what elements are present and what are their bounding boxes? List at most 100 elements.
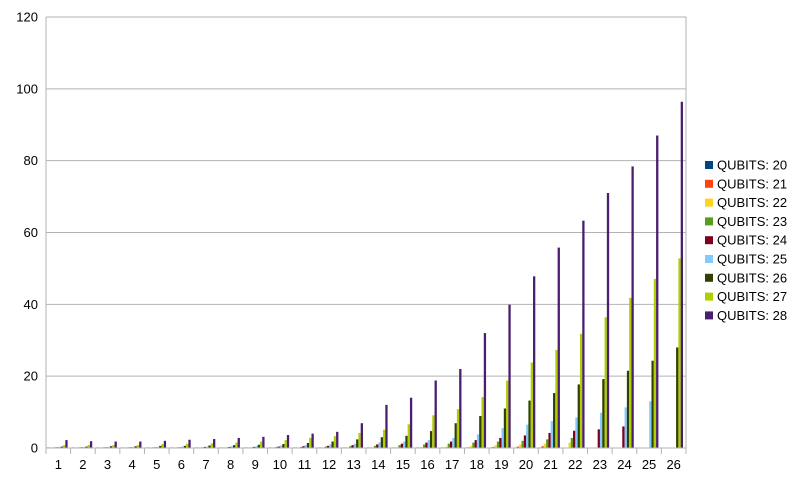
- y-axis-ticks: 0 20 40 60 80 100 120: [16, 10, 38, 456]
- bar-qubits-25-cat-19: [501, 428, 504, 448]
- bar-qubits-26-cat-2: [85, 446, 88, 448]
- bar-qubits-26-cat-18: [479, 416, 482, 448]
- x-tick-label: 6: [178, 457, 185, 472]
- bar-qubits-27-cat-5: [161, 444, 164, 448]
- bar-qubits-25-cat-25: [649, 401, 652, 448]
- bar-qubits-26-cat-5: [159, 445, 162, 448]
- bar-qubits-28-cat-1: [65, 440, 68, 448]
- bar-qubits-28-cat-13: [360, 423, 363, 448]
- bar-qubits-28-cat-14: [385, 404, 388, 448]
- bar-qubits-25-cat-18: [476, 434, 480, 448]
- bar-qubits-28-cat-17: [459, 368, 462, 448]
- bar-qubits-26-cat-9: [257, 444, 260, 448]
- bar-qubits-28-cat-5: [163, 440, 167, 448]
- bar-qubits-27-cat-25: [653, 278, 657, 448]
- x-tick-label: 1: [55, 457, 62, 472]
- bar-qubits-23-cat-22: [570, 437, 574, 448]
- bar-qubits-27-cat-11: [309, 437, 312, 448]
- bar-qubits-25-cat-12: [329, 444, 332, 448]
- bar-qubits-26-cat-6: [183, 445, 187, 448]
- bar-qubits-27-cat-7: [210, 443, 214, 448]
- bar-qubits-27-cat-26: [678, 258, 681, 448]
- bar-qubits-27-cat-10: [284, 440, 287, 448]
- y-tick-label: 80: [24, 153, 38, 168]
- bar-qubits-27-cat-9: [259, 441, 263, 448]
- legend-swatch: [705, 311, 713, 320]
- bar-qubits-28-cat-20: [533, 276, 536, 448]
- y-tick-label: 100: [16, 81, 38, 96]
- bar-qubits-28-cat-7: [213, 439, 216, 448]
- legend-swatch: [705, 292, 713, 301]
- y-tick-label: 20: [24, 369, 38, 384]
- bar-qubits-26-cat-16: [429, 431, 433, 448]
- bar-qubits-22-cat-18: [469, 445, 473, 448]
- bar-qubits-27-cat-16: [432, 415, 435, 448]
- bar-qubits-28-cat-10: [286, 435, 290, 448]
- bar-qubits-26-cat-15: [405, 435, 408, 448]
- legend-label: QUBITS: 25: [717, 252, 787, 267]
- bar-qubits-28-cat-23: [606, 192, 610, 448]
- bars: [46, 101, 683, 448]
- x-tick-label: 9: [252, 457, 259, 472]
- x-tick-label: 16: [420, 457, 434, 472]
- bar-qubits-28-cat-25: [656, 135, 659, 448]
- legend-label: QUBITS: 21: [717, 176, 787, 191]
- bar-qubits-27-cat-4: [136, 445, 140, 448]
- bar-qubits-24-cat-11: [302, 446, 305, 448]
- bar-qubits-28-cat-18: [483, 333, 487, 448]
- x-tick-label: 20: [519, 457, 533, 472]
- legend-label: QUBITS: 22: [717, 195, 787, 210]
- x-tick-label: 10: [273, 457, 287, 472]
- bar-qubits-26-cat-21: [553, 393, 556, 448]
- bar-qubits-27-cat-15: [407, 424, 410, 448]
- x-tick-label: 11: [298, 457, 312, 472]
- bar-qubits-23-cat-16: [423, 444, 426, 448]
- bar-qubits-24-cat-8: [228, 446, 231, 448]
- bar-qubits-23-cat-21: [546, 439, 549, 448]
- bar-qubits-25-cat-2: [83, 446, 86, 448]
- bar-qubits-28-cat-15: [409, 397, 413, 448]
- x-tick-label: 7: [202, 457, 209, 472]
- bar-qubits-28-cat-8: [237, 437, 240, 448]
- bar-qubits-22-cat-22: [568, 442, 571, 448]
- bar-qubits-27-cat-8: [235, 442, 238, 448]
- bar-qubits-25-cat-15: [403, 441, 406, 448]
- bar-qubits-24-cat-10: [277, 446, 280, 448]
- bar-qubits-27-cat-18: [481, 396, 484, 448]
- bar-qubits-27-cat-2: [87, 445, 90, 448]
- legend-swatch: [705, 161, 713, 169]
- bar-qubits-26-cat-1: [60, 446, 64, 448]
- bar-qubits-26-cat-10: [282, 444, 285, 448]
- bar-qubits-24-cat-7: [203, 446, 207, 448]
- bar-qubits-26-cat-24: [626, 370, 630, 448]
- legend-label: QUBITS: 26: [717, 270, 787, 285]
- x-tick-label: 12: [322, 457, 336, 472]
- y-tick-label: 120: [16, 10, 38, 25]
- x-axis-ticks: 1 2 3 4 5 6 7 8 9 10 11 12 13 14 15 16 17 18 19 20 21 22 23 24 2…: [55, 457, 681, 472]
- bar-qubits-24-cat-15: [400, 443, 404, 448]
- bar-qubits-25-cat-20: [526, 424, 529, 448]
- x-tick-label: 2: [79, 457, 86, 472]
- bar-qubits-24-cat-23: [597, 429, 600, 448]
- legend-label: QUBITS: 24: [717, 233, 787, 248]
- legend-label: QUBITS: 20: [717, 158, 787, 173]
- bar-qubits-23-cat-14: [373, 445, 377, 448]
- bar-qubits-28-cat-26: [680, 101, 683, 448]
- legend: QUBITS: 20 QUBITS: 21 QUBITS: 22 QUBITS: 23…: [705, 158, 787, 323]
- x-tick-label: 4: [129, 457, 136, 472]
- bar-qubits-23-cat-17: [447, 443, 450, 448]
- bar-qubits-28-cat-3: [114, 441, 117, 448]
- bar-qubits-27-cat-24: [629, 297, 632, 448]
- gridlines: [46, 16, 686, 377]
- bar-qubits-23-cat-11: [299, 446, 303, 448]
- bar-qubits-22-cat-20: [519, 444, 522, 448]
- bar-qubits-25-cat-10: [279, 445, 283, 448]
- bar-qubits-26-cat-20: [528, 400, 531, 448]
- bar-qubits-23-cat-10: [275, 446, 278, 448]
- bar-qubits-25-cat-9: [255, 446, 258, 448]
- bar-qubits-24-cat-21: [548, 432, 551, 448]
- bar-qubits-23-cat-13: [349, 446, 352, 448]
- bar-qubits-26-cat-12: [331, 441, 334, 448]
- legend-swatch: [705, 273, 713, 282]
- bar-qubits-24-cat-18: [474, 440, 477, 448]
